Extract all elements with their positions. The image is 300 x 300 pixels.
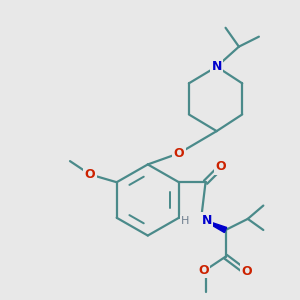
Text: O: O (242, 265, 252, 278)
Text: O: O (198, 263, 208, 277)
Text: N: N (202, 214, 212, 226)
Text: N: N (212, 60, 222, 73)
Polygon shape (201, 219, 227, 232)
Text: O: O (85, 168, 95, 181)
Text: H: H (182, 216, 190, 226)
Text: O: O (216, 160, 226, 173)
Text: O: O (174, 147, 184, 160)
